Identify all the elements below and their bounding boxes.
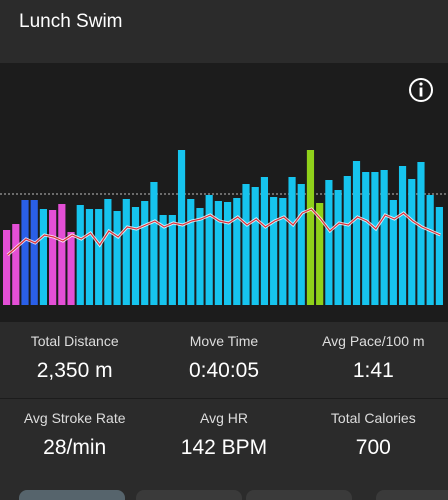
bar — [325, 180, 333, 305]
bar — [113, 211, 121, 305]
stat-label: Avg HR — [200, 410, 248, 426]
stat-label: Total Distance — [30, 333, 119, 349]
stat-value: 142 BPM — [180, 436, 268, 459]
bar — [242, 184, 250, 305]
bar — [122, 199, 130, 305]
bar — [49, 210, 57, 305]
stats-row: Total Distance 2,350 m Move Time 0:40:05 A… — [0, 322, 448, 398]
bar — [362, 172, 370, 305]
stat-value: 2,350 m — [36, 359, 113, 382]
bar — [380, 170, 388, 305]
bar — [67, 232, 75, 305]
bar — [408, 179, 416, 305]
bar — [389, 200, 397, 305]
swim-chart — [0, 63, 448, 322]
hr-line — [7, 208, 441, 256]
bar — [233, 198, 241, 305]
stat: Avg Stroke Rate 28/min — [0, 399, 149, 500]
bar — [30, 200, 38, 305]
tab-button[interactable] — [376, 490, 448, 500]
stat-value: 28/min — [43, 436, 107, 459]
bar — [150, 182, 158, 305]
stat-value: 1:41 — [352, 359, 394, 382]
stat-label: Move Time — [189, 333, 259, 349]
bar — [334, 190, 342, 305]
bar — [76, 205, 84, 305]
stat-value: 0:40:05 — [188, 359, 260, 382]
bar — [435, 207, 443, 305]
bar — [12, 224, 20, 305]
info-button[interactable] — [409, 78, 433, 102]
bar — [417, 162, 425, 305]
bar — [196, 208, 204, 305]
header: Lunch Swim — [0, 0, 448, 63]
stats-row: Avg Stroke Rate 28/min Avg HR 142 BPM Tota… — [0, 399, 448, 500]
bar — [141, 201, 149, 305]
bar — [205, 195, 213, 305]
info-dot[interactable] — [419, 82, 423, 86]
tab-button[interactable] — [136, 490, 242, 500]
tab-button[interactable] — [19, 490, 125, 500]
bar — [58, 204, 66, 305]
bar — [187, 199, 195, 305]
bar — [279, 198, 287, 305]
bar — [39, 209, 48, 305]
info-stem[interactable] — [419, 87, 423, 97]
bar — [288, 177, 296, 305]
bar — [168, 215, 176, 305]
bar — [95, 209, 103, 305]
bar — [104, 199, 112, 305]
bar — [260, 177, 269, 305]
bar — [177, 150, 186, 305]
bar — [316, 203, 324, 305]
info-icon[interactable] — [409, 78, 433, 102]
bar — [251, 187, 259, 305]
bar — [214, 201, 222, 305]
bar — [159, 215, 167, 305]
bar — [306, 150, 315, 305]
bar — [270, 197, 278, 305]
tab-button[interactable] — [246, 490, 352, 500]
stat: Avg HR 142 BPM — [149, 399, 298, 500]
bar — [352, 161, 361, 305]
stat: Total Distance 2,350 m — [0, 322, 149, 398]
bar — [3, 230, 11, 305]
bar — [85, 209, 94, 305]
bar — [297, 184, 305, 305]
bar — [371, 172, 379, 305]
bar — [131, 207, 140, 305]
bar — [21, 200, 29, 305]
stat-label: Avg Pace/100 m — [322, 333, 425, 349]
bar — [224, 202, 232, 305]
stat: Move Time 0:40:05 — [149, 322, 298, 398]
stat: Total Calories 700 — [299, 399, 448, 500]
plot-area — [0, 150, 448, 305]
bar — [426, 195, 434, 305]
bar — [343, 176, 351, 305]
page-title: Lunch Swim — [19, 11, 123, 32]
stat-label: Avg Stroke Rate — [23, 410, 126, 426]
stat-label: Total Calories — [330, 410, 416, 426]
stat: Avg Pace/100 m 1:41 — [299, 322, 448, 398]
stat-value: 700 — [355, 436, 391, 459]
bar — [398, 166, 407, 305]
